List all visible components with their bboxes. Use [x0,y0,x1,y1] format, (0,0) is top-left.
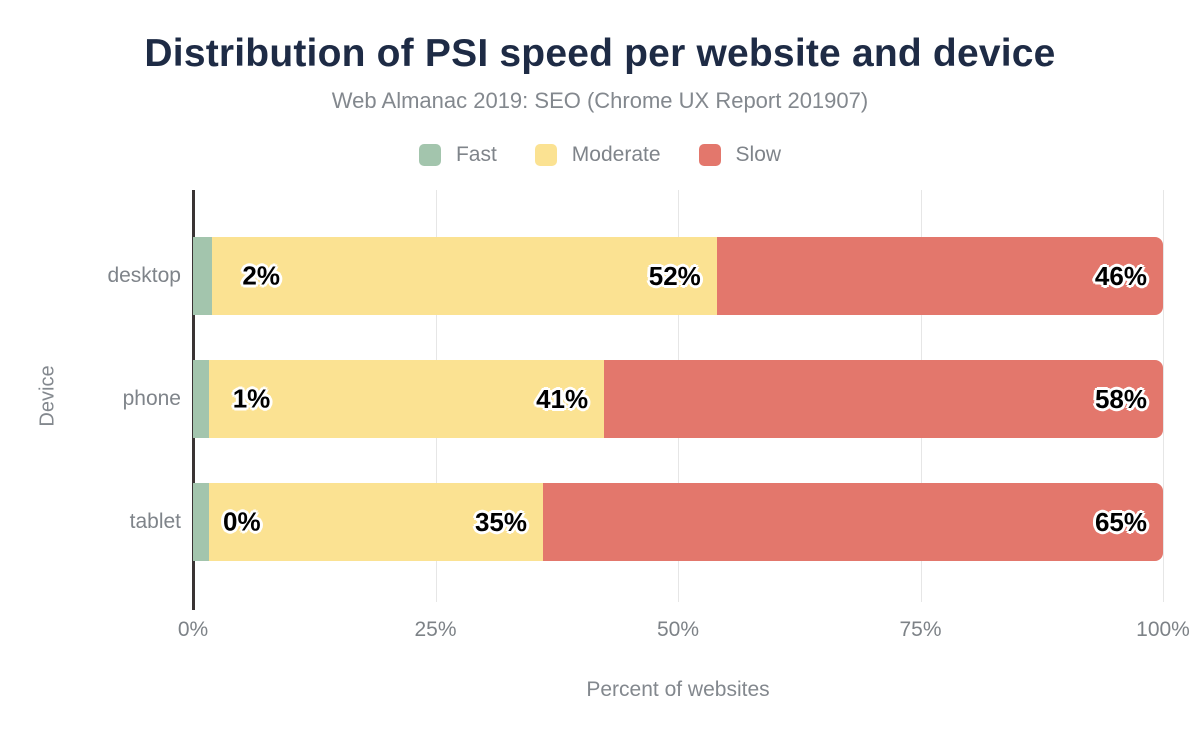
data-label-tablet-slow: 65% [1094,506,1147,537]
legend-swatch-icon [698,144,721,166]
bar-segment-tablet-slow[interactable]: 65% [542,483,1163,561]
data-label-desktop-slow: 46% [1094,260,1147,291]
chart-title: Distribution of PSI speed per website an… [144,32,1056,75]
x-tick-label-25: 25% [414,618,457,641]
bar-segment-tablet-fast[interactable] [193,483,209,561]
category-label-desktop: desktop [107,264,181,287]
x-axis-ticks: 0% 25% 50% 75% 100% [178,618,1190,644]
legend-label: Slow [735,143,782,166]
bar-segment-phone-moderate[interactable]: 41% [209,360,605,438]
legend-item-slow[interactable]: Slow [698,143,782,167]
legend-item-fast[interactable]: Fast [418,143,497,167]
legend-item-moderate[interactable]: Moderate [534,143,661,167]
data-label-tablet-fast: 0% [223,506,261,537]
bar-segment-phone-fast[interactable] [193,360,209,438]
bar-segment-tablet-moderate[interactable]: 35% [209,483,543,561]
bar-row-phone: 1% 41% 58% [193,360,1163,438]
data-label-phone-slow: 58% [1094,383,1147,414]
bar-segment-desktop-fast[interactable] [193,237,213,315]
data-label-phone-moderate: 41% [536,383,589,414]
bar-segment-desktop-moderate[interactable]: 52% [212,237,717,315]
category-label-phone: phone [122,387,181,410]
legend-label: Fast [455,143,497,166]
legend: Fast Moderate Slow [0,143,1200,167]
data-label-tablet-moderate: 35% [474,506,527,537]
legend-swatch-icon [418,144,441,166]
gridline-100 [1163,190,1164,602]
x-tick-label-100: 100% [1136,618,1190,641]
bar-segment-desktop-slow[interactable]: 46% [716,237,1163,315]
category-label-tablet: tablet [129,510,181,533]
x-axis-title: Percent of websites [586,678,770,701]
x-tick-label-0: 0% [177,618,209,641]
chart-subtitle: Web Almanac 2019: SEO (Chrome UX Report … [331,88,869,113]
bar-row-tablet: 0% 35% 65% [193,483,1163,561]
bar-segment-phone-slow[interactable]: 58% [604,360,1163,438]
x-tick-label-50: 50% [656,618,700,641]
data-label-desktop-moderate: 52% [648,260,701,291]
data-label-phone-fast: 1% [232,383,271,414]
data-label-desktop-fast: 2% [242,260,280,291]
legend-swatch-icon [534,144,557,166]
x-tick-label-75: 75% [899,618,942,641]
legend-label: Moderate [571,143,661,166]
bar-row-desktop: 2% 52% 46% [193,237,1163,315]
plot-area: 2% 52% 46% 1% 41% 58% 0% 35% 65% desktop phone tab… [107,190,1164,610]
